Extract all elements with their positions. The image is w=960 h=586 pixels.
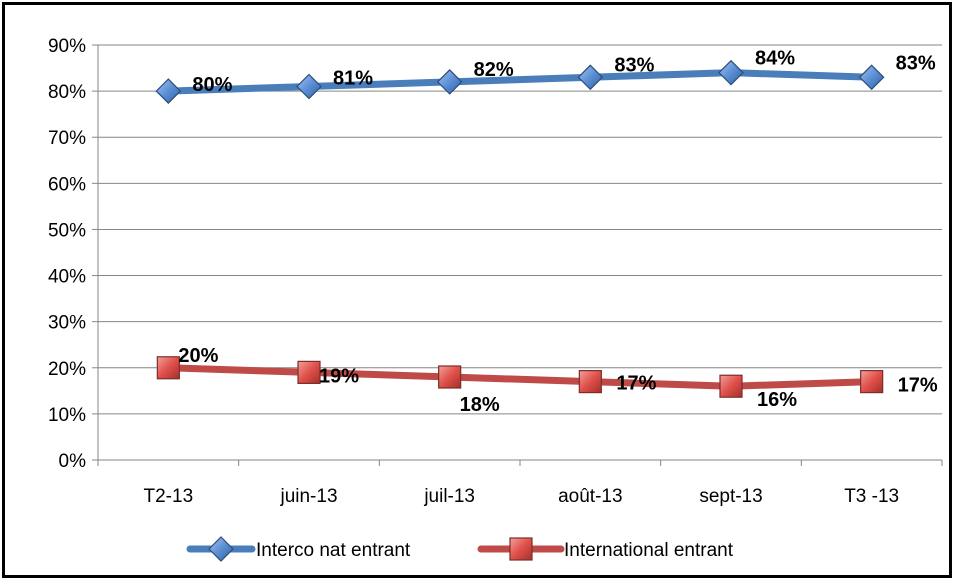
chart-frame	[2, 2, 952, 578]
data-label: 17%	[898, 375, 938, 397]
y-tick-label: 0%	[59, 451, 87, 472]
x-tick-label: T2-13	[144, 486, 194, 507]
data-label: 82%	[474, 59, 514, 81]
y-tick-label: 80%	[48, 82, 86, 103]
data-point-marker	[297, 360, 321, 384]
x-tick-label: juil-13	[423, 486, 475, 507]
data-point-marker	[577, 64, 604, 91]
legend-label: International entrant	[564, 540, 734, 561]
data-point-marker	[155, 78, 182, 104]
gridlines	[98, 44, 942, 415]
x-tick-label: juin-13	[279, 486, 337, 507]
data-label: 83%	[614, 54, 654, 76]
data-label: 16%	[757, 389, 797, 411]
axes: 0% 10% 20% 30% 40% 50% 60% 70% 80% 90% T2-13 juin-1…	[48, 36, 943, 507]
y-tick-label: 70%	[48, 128, 86, 149]
x-tick-label: sept-13	[699, 486, 762, 507]
data-labels: 80% 81% 82% 83% 84% 83% 20% 19% 18% 17% 16% 17%	[178, 48, 938, 416]
data-point-marker	[718, 59, 744, 86]
data-point-marker	[436, 69, 463, 95]
series-line	[164, 69, 876, 95]
legend-swatch-marker	[509, 537, 533, 561]
data-label: 17%	[616, 373, 656, 395]
y-tick-label: 40%	[48, 267, 86, 288]
y-tick-label: 60%	[48, 174, 86, 195]
series	[155, 59, 885, 398]
y-tick-label: 10%	[48, 405, 86, 426]
legend-swatch-marker	[208, 536, 234, 562]
y-tick-label: 50%	[48, 220, 86, 241]
data-label: 20%	[178, 345, 218, 367]
data-label: 84%	[755, 48, 795, 70]
data-point-marker	[156, 356, 180, 380]
legend-label: Interco nat entrant	[256, 540, 411, 561]
data-label: 81%	[333, 68, 373, 90]
data-label: 80%	[192, 74, 232, 96]
data-point-marker	[858, 64, 885, 91]
y-tick-label: 30%	[48, 313, 86, 334]
data-label: 83%	[896, 52, 936, 74]
data-point-marker	[438, 365, 462, 389]
data-point-marker	[719, 374, 743, 398]
data-point-marker	[296, 73, 322, 100]
series-line	[164, 364, 876, 390]
data-label: 19%	[319, 365, 359, 387]
data-point-marker	[578, 370, 602, 394]
y-tick-label: 90%	[48, 36, 86, 57]
y-tick-label: 20%	[48, 359, 86, 380]
legend: Interco nat entrant International entrant	[186, 536, 734, 562]
x-tick-label: août-13	[558, 486, 622, 507]
data-point-marker	[860, 370, 884, 394]
x-tick-label: T3 -13	[844, 486, 899, 507]
data-label: 18%	[460, 394, 500, 416]
